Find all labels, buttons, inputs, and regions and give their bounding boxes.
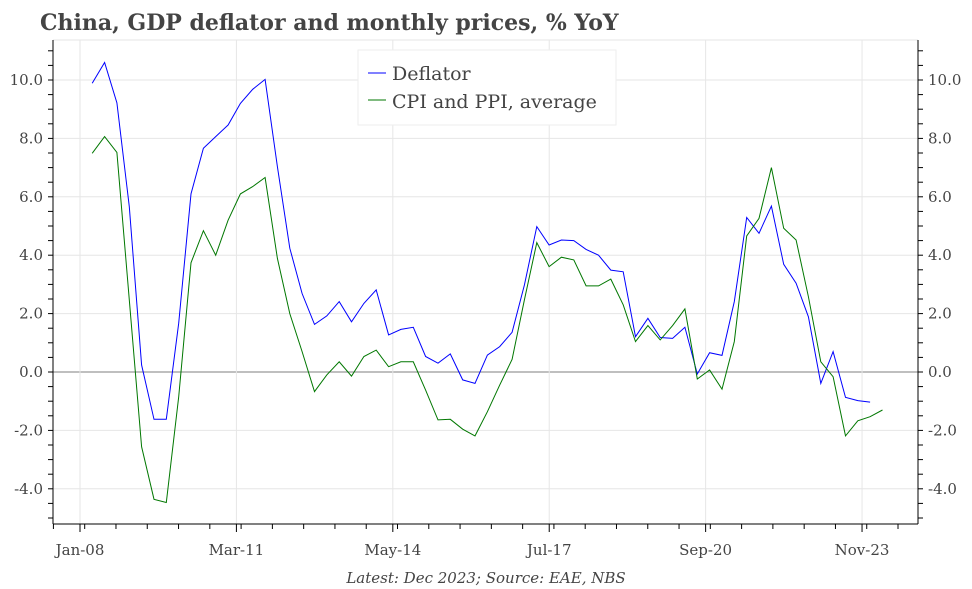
y-tick-label-left: -4.0 xyxy=(14,480,43,498)
axes: -4.0 -4.0 -2.0 -2.0 0.0 0.0 2.0 2.0 4.0 4.0 6.0 6.0… xyxy=(10,40,961,559)
y-tick-label-left: 8.0 xyxy=(19,129,43,147)
x-tick-label: Nov-23 xyxy=(835,541,890,559)
y-tick-label-left: 6.0 xyxy=(19,188,43,206)
y-tick-label-right: -4.0 xyxy=(928,480,957,498)
x-tick-label: Jul-17 xyxy=(525,541,572,559)
y-tick-label-left: 2.0 xyxy=(19,305,43,323)
y-tick-label-left: 4.0 xyxy=(19,246,43,264)
series-deflator xyxy=(91,61,871,420)
series-lines xyxy=(91,61,883,504)
legend: Deflator CPI and PPI, average xyxy=(357,49,617,126)
series-line xyxy=(91,135,883,504)
x-tick-label: Jan-08 xyxy=(54,541,105,559)
y-tick-label-right: 4.0 xyxy=(928,246,952,264)
y-tick-label-left: -2.0 xyxy=(14,421,43,439)
y-tick-label-right: 8.0 xyxy=(928,129,952,147)
y-tick-label-right: 0.0 xyxy=(928,363,952,381)
x-tick-label: Sep-20 xyxy=(679,541,732,559)
series-cpi-ppi-average xyxy=(91,135,883,504)
y-tick-label-right: 2.0 xyxy=(928,305,952,323)
y-tick-label-right: -2.0 xyxy=(928,421,957,439)
legend-label-deflator: Deflator xyxy=(392,63,472,85)
x-tick-label: May-14 xyxy=(364,541,421,559)
y-tick-label-left: 10.0 xyxy=(10,71,43,89)
y-tick-label-right: 10.0 xyxy=(928,71,961,89)
x-tick-label: Mar-11 xyxy=(209,541,265,559)
y-tick-label-left: 0.0 xyxy=(19,363,43,381)
y-tick-label-right: 6.0 xyxy=(928,188,952,206)
series-line xyxy=(91,61,871,420)
legend-box xyxy=(357,49,617,126)
legend-label-cpi-ppi: CPI and PPI, average xyxy=(392,91,597,113)
source-note: Latest: Dec 2023; Source: EAE, NBS xyxy=(345,569,625,587)
chart-title: China, GDP deflator and monthly prices, … xyxy=(40,10,619,36)
